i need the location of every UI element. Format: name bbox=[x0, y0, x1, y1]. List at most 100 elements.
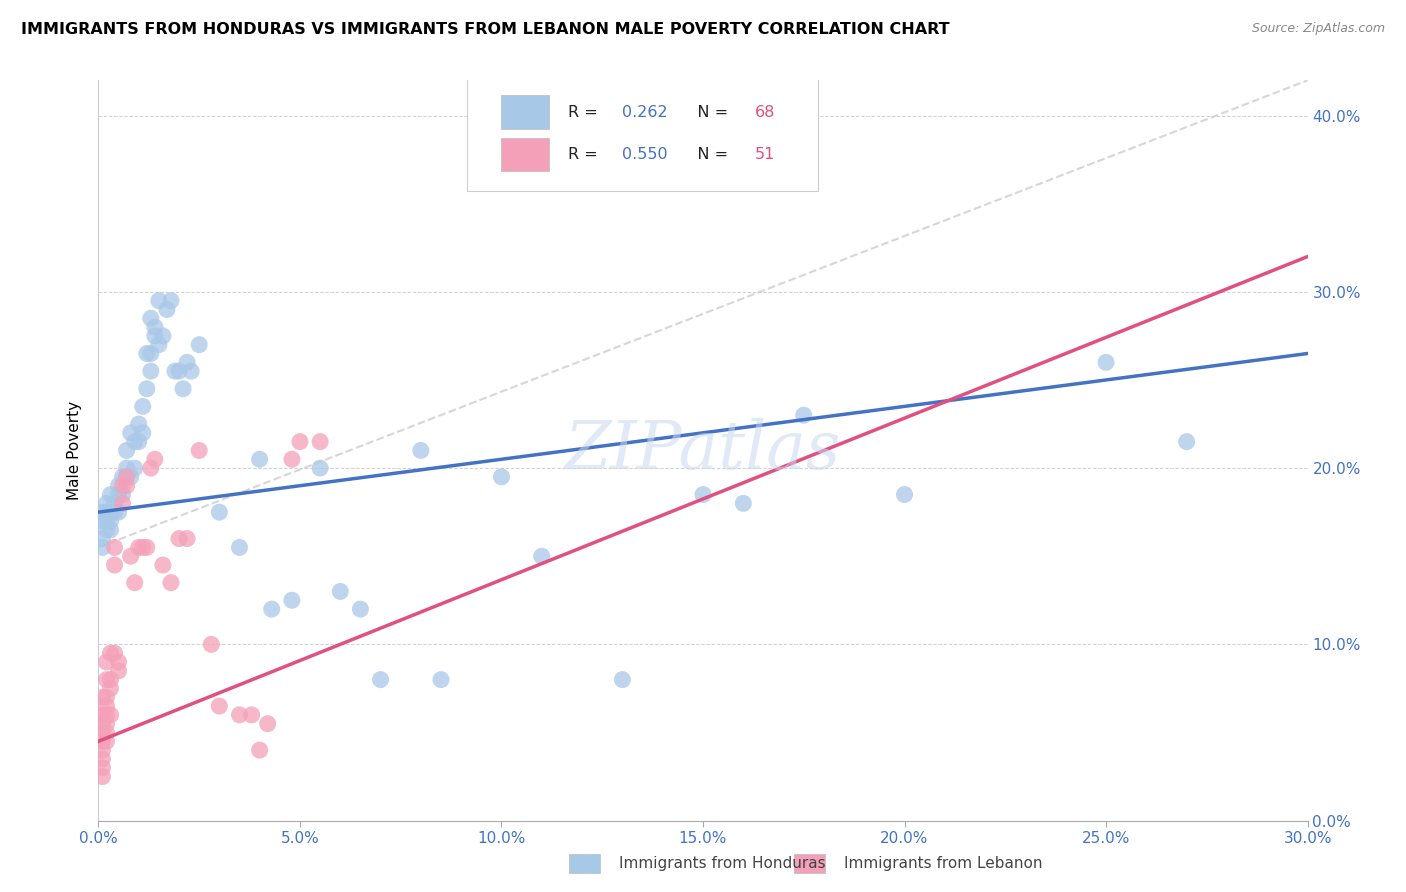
Point bbox=[172, 382, 194, 396]
Point bbox=[143, 329, 166, 343]
Point bbox=[100, 707, 122, 722]
Text: ZIPatlas: ZIPatlas bbox=[565, 417, 841, 483]
Text: R =: R = bbox=[568, 104, 602, 120]
Point bbox=[96, 496, 118, 510]
Point bbox=[96, 655, 118, 669]
Point bbox=[107, 479, 129, 493]
Point bbox=[128, 434, 150, 449]
Point bbox=[103, 541, 125, 555]
Point bbox=[120, 549, 142, 564]
Point bbox=[96, 699, 118, 714]
Point bbox=[111, 479, 134, 493]
Point bbox=[111, 487, 134, 501]
Point bbox=[692, 487, 714, 501]
Point bbox=[167, 364, 190, 378]
Point bbox=[96, 523, 118, 537]
Point bbox=[281, 452, 304, 467]
Point bbox=[132, 400, 155, 414]
Point bbox=[91, 541, 114, 555]
Point bbox=[167, 532, 190, 546]
Point bbox=[409, 443, 432, 458]
Point bbox=[100, 523, 122, 537]
Point bbox=[370, 673, 392, 687]
Text: 0.262: 0.262 bbox=[621, 104, 668, 120]
Point bbox=[249, 743, 271, 757]
Point bbox=[733, 496, 755, 510]
Point bbox=[103, 646, 125, 660]
Point bbox=[96, 690, 118, 705]
FancyBboxPatch shape bbox=[501, 137, 550, 171]
Point bbox=[148, 293, 170, 308]
Point bbox=[124, 461, 146, 475]
Point bbox=[124, 575, 146, 590]
Point bbox=[309, 434, 332, 449]
Point bbox=[349, 602, 371, 616]
Point bbox=[256, 716, 278, 731]
Point bbox=[107, 487, 129, 501]
Point bbox=[115, 470, 138, 484]
Point bbox=[96, 707, 118, 722]
Point bbox=[152, 558, 174, 572]
FancyBboxPatch shape bbox=[794, 854, 825, 873]
Point bbox=[135, 346, 157, 360]
Point bbox=[240, 707, 263, 722]
Point bbox=[143, 320, 166, 334]
Point bbox=[115, 470, 138, 484]
Point bbox=[491, 470, 513, 484]
Point bbox=[1175, 434, 1198, 449]
Point bbox=[132, 425, 155, 440]
Point bbox=[260, 602, 283, 616]
Text: Immigrants from Honduras: Immigrants from Honduras bbox=[619, 856, 825, 871]
Point bbox=[139, 346, 162, 360]
Point bbox=[176, 532, 198, 546]
Point bbox=[188, 337, 211, 351]
Point bbox=[103, 505, 125, 519]
Point bbox=[208, 505, 231, 519]
Point bbox=[91, 716, 114, 731]
Point bbox=[893, 487, 915, 501]
Point bbox=[115, 461, 138, 475]
Point bbox=[228, 541, 250, 555]
Point bbox=[91, 725, 114, 739]
Point bbox=[530, 549, 553, 564]
Point bbox=[120, 470, 142, 484]
Point bbox=[100, 673, 122, 687]
Point bbox=[160, 293, 183, 308]
Point bbox=[107, 655, 129, 669]
Text: 0.550: 0.550 bbox=[621, 147, 668, 161]
Point bbox=[91, 532, 114, 546]
Point bbox=[188, 443, 211, 458]
Point bbox=[96, 716, 118, 731]
Point bbox=[111, 496, 134, 510]
Point bbox=[100, 487, 122, 501]
Point bbox=[139, 461, 162, 475]
Point bbox=[91, 761, 114, 775]
Point bbox=[139, 364, 162, 378]
Point bbox=[281, 593, 304, 607]
Point bbox=[91, 505, 114, 519]
Point bbox=[96, 725, 118, 739]
Point bbox=[91, 690, 114, 705]
Point bbox=[96, 505, 118, 519]
Point bbox=[148, 337, 170, 351]
Point bbox=[91, 770, 114, 784]
Point bbox=[107, 664, 129, 678]
Point bbox=[180, 364, 202, 378]
Point bbox=[128, 541, 150, 555]
Point bbox=[96, 514, 118, 528]
Point bbox=[309, 461, 332, 475]
Text: N =: N = bbox=[682, 147, 734, 161]
Point bbox=[103, 496, 125, 510]
Point bbox=[96, 673, 118, 687]
FancyBboxPatch shape bbox=[501, 95, 550, 128]
Text: N =: N = bbox=[682, 104, 734, 120]
Point bbox=[100, 505, 122, 519]
Point bbox=[139, 311, 162, 326]
Point bbox=[176, 355, 198, 369]
Point bbox=[103, 558, 125, 572]
Point bbox=[160, 575, 183, 590]
Point bbox=[132, 541, 155, 555]
Point bbox=[156, 302, 179, 317]
Point bbox=[128, 417, 150, 431]
Text: R =: R = bbox=[568, 147, 602, 161]
